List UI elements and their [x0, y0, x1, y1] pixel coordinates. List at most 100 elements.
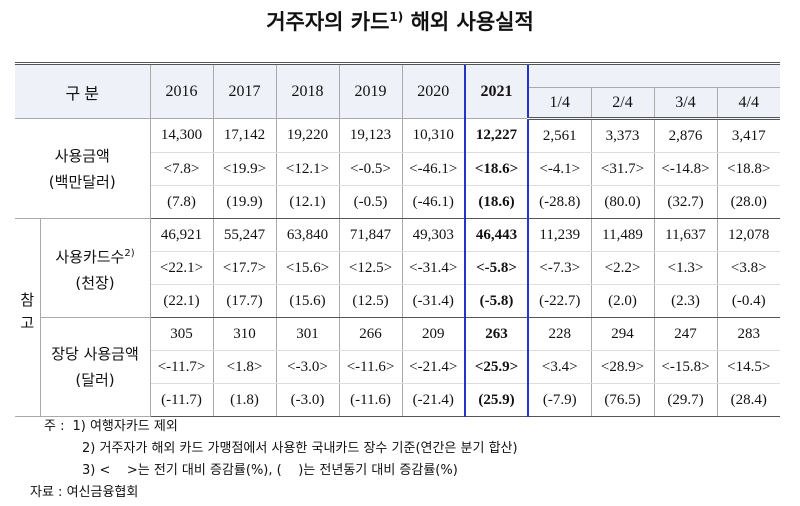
cell: (80.0) — [590, 185, 655, 219]
row-label-text: 사용금액 — [54, 146, 110, 165]
cell: (-31.4) — [401, 284, 466, 318]
cell: (1.8) — [212, 383, 277, 417]
title-sup: 1) — [389, 10, 404, 24]
cell: 12,227 — [464, 118, 530, 153]
cell: 46,443 — [464, 218, 530, 252]
cell: (28.0) — [716, 185, 781, 219]
cell: (18.6) — [464, 185, 530, 219]
cell: <-5.8> — [464, 251, 530, 285]
cell: <-14.8> — [653, 152, 718, 186]
cell: 266 — [338, 317, 403, 351]
cell: <12.1> — [275, 152, 340, 186]
cell: 11,637 — [653, 218, 718, 252]
cell: 310 — [212, 317, 277, 351]
cell: (29.7) — [653, 383, 718, 417]
cell: <18.8> — [716, 152, 781, 186]
cell: 3,373 — [590, 118, 655, 153]
cell: <14.5> — [716, 350, 781, 384]
row-label: 장당 사용금액 (달러) — [39, 317, 151, 417]
cell: 19,123 — [338, 118, 403, 153]
cell: (12.5) — [338, 284, 403, 318]
cell: <-31.4> — [401, 251, 466, 285]
cell: <-21.4> — [401, 350, 466, 384]
year-header: 2020 — [401, 63, 466, 119]
cell: <-0.5> — [338, 152, 403, 186]
cell: <7.8> — [149, 152, 214, 186]
cell: (2.0) — [590, 284, 655, 318]
side-label-cell: 참고 — [15, 218, 41, 417]
cell: 10,310 — [401, 118, 466, 153]
cell: <-46.1> — [401, 152, 466, 186]
cell: <-11.6> — [338, 350, 403, 384]
data-row: 사용금액 (백만달러) 14,300 17,142 19,220 19,123 10,310… — [15, 118, 781, 219]
cell: <1.8> — [212, 350, 277, 384]
cell: (-11.6) — [338, 383, 403, 417]
cell: 55,247 — [212, 218, 277, 252]
cell: 19,220 — [275, 118, 340, 153]
note-text: 3) < >는 전기 대비 증감률(%), ( )는 전년동기 대비 증감률(%… — [82, 463, 458, 478]
cell: 46,921 — [149, 218, 214, 252]
notes: 주 : 1) 여행자카드 제외 2) 거주자가 해외 카드 가맹점에서 사용한 국내… — [30, 416, 518, 504]
data-row: <7.8> <19.9> <12.1> <-0.5> <-46.1> <18.6> <-4.… — [15, 152, 781, 186]
cell: (-21.4) — [401, 383, 466, 417]
cell: <1.3> — [653, 251, 718, 285]
cell: <12.5> — [338, 251, 403, 285]
quarter-header: 4/4 — [716, 87, 781, 120]
row-label: 사용카드수2) (천장) — [39, 218, 151, 318]
cell: 301 — [275, 317, 340, 351]
cell: 17,142 — [212, 118, 277, 153]
quarter-header: 1/4 — [527, 87, 592, 120]
quarter-header: 2/4 — [590, 87, 655, 120]
note: 2) 거주자가 해외 카드 가맹점에서 사용한 국내카드 장수 기준(연간은 분… — [30, 438, 518, 460]
row-label-unit: (달러) — [75, 371, 115, 389]
row-label-sup: 2) — [124, 247, 135, 259]
cell: (19.9) — [212, 185, 277, 219]
note: 3) < >는 전기 대비 증감률(%), ( )는 전년동기 대비 증감률(%… — [30, 460, 518, 482]
row-label: 사용금액 (백만달러) — [15, 118, 151, 219]
data-row: <22.1> <17.7> <15.6> <12.5> <-31.4> <-5.8> <-7… — [15, 251, 781, 285]
row-label-text: 사용카드수 — [55, 247, 125, 266]
cell: <-3.0> — [275, 350, 340, 384]
cell: 263 — [464, 317, 530, 351]
year-header: 2016 — [149, 63, 214, 119]
data-row: 참고 사용카드수2) (천장) 46,921 55,247 63,840 71,847 49,… — [15, 218, 781, 417]
row-label-text: 장당 사용금액 — [51, 345, 139, 363]
cell: (28.4) — [716, 383, 781, 417]
cell: (-3.0) — [275, 383, 340, 417]
cell: 247 — [653, 317, 718, 351]
cell: <-15.8> — [653, 350, 718, 384]
title-rest: 해외 사용실적 — [410, 10, 534, 34]
cell: <19.9> — [212, 152, 277, 186]
cell: 71,847 — [338, 218, 403, 252]
cell: (-0.4) — [716, 284, 781, 318]
cell: 305 — [149, 317, 214, 351]
year-header: 2017 — [212, 63, 277, 119]
cell: <15.6> — [275, 251, 340, 285]
cell: 14,300 — [149, 118, 214, 153]
cell: <3.8> — [716, 251, 781, 285]
cell: (17.7) — [212, 284, 277, 318]
cell: (-46.1) — [401, 185, 466, 219]
table: 구 분 2016 2017 2018 2019 2020 2021 1/4 2/4 3/4 4/4 … — [15, 62, 781, 417]
note-prefix: 주 : — [44, 419, 65, 434]
year-header: 2018 — [275, 63, 340, 119]
data-row: (7.8) (19.9) (12.1) (-0.5) (-46.1) (18.6) (-28… — [15, 185, 781, 219]
note-text: 1) 여행자카드 제외 — [72, 419, 178, 434]
header-row: 1/4 2/4 3/4 4/4 — [15, 87, 781, 120]
cell: 3,417 — [716, 118, 781, 153]
cell: 11,489 — [590, 218, 655, 252]
cell: <-7.3> — [527, 251, 592, 285]
cell: <2.2> — [590, 251, 655, 285]
source: 자료 : 여신금융협회 — [30, 485, 139, 500]
cell: <3.4> — [527, 350, 592, 384]
header-label: 구 분 — [15, 63, 151, 119]
row-label-unit: (백만달러) — [48, 172, 116, 191]
year-header: 2021 — [464, 62, 530, 119]
title-text: 거주자의 카드 — [266, 10, 390, 34]
cell: <17.7> — [212, 251, 277, 285]
cell: (-22.7) — [527, 284, 592, 318]
cell: (2.3) — [653, 284, 718, 318]
cell: (32.7) — [653, 185, 718, 219]
cell: 283 — [716, 317, 781, 351]
